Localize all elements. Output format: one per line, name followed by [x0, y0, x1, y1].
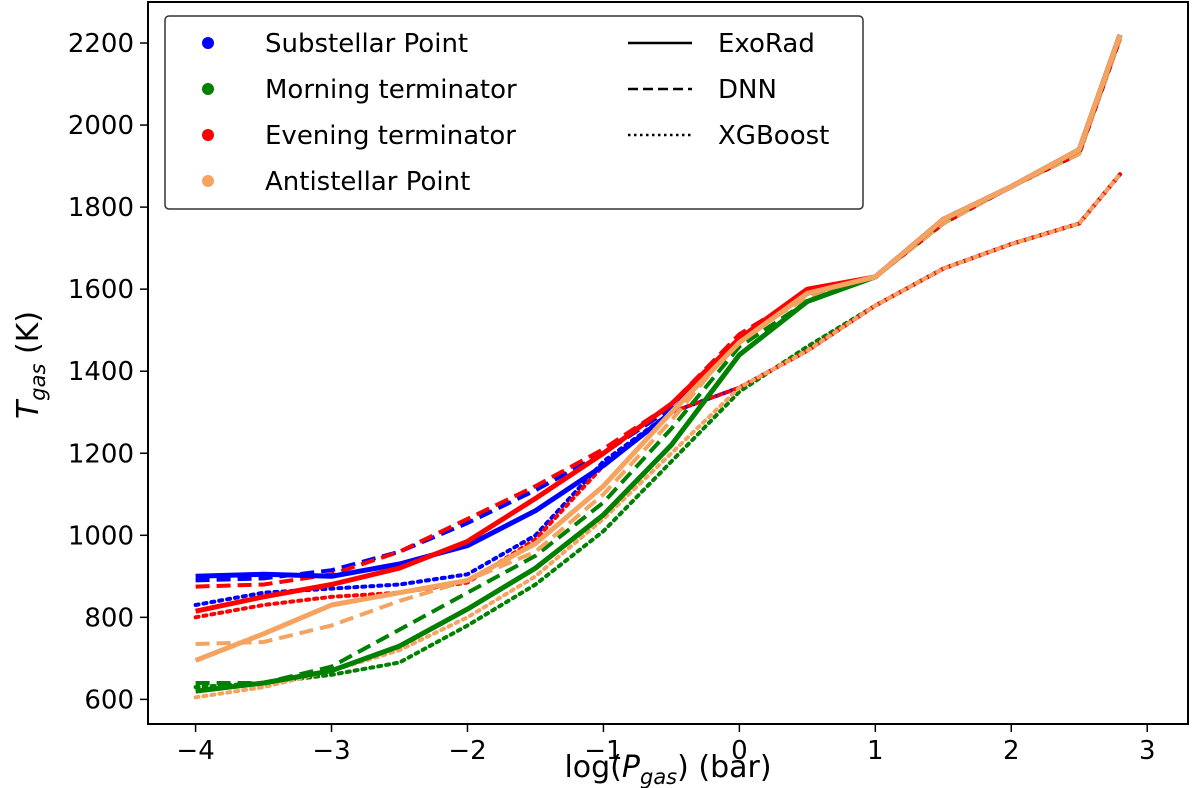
y-tick-label: 1000 — [68, 521, 134, 551]
x-tick-label: −3 — [312, 736, 350, 766]
legend-models: ExoRad DNN XGBoost — [628, 29, 829, 151]
legend-marker-antistellar-point — [202, 175, 214, 187]
x-tick-label: 2 — [1003, 736, 1020, 766]
y-axis-label-sub: gas — [26, 364, 50, 401]
y-tick-label: 800 — [84, 603, 134, 633]
legend-frame — [164, 15, 864, 210]
x-tick-label: 1 — [867, 736, 884, 766]
x-tick-label: −4 — [176, 736, 214, 766]
x-axis-label-suffix: ) (bar) — [677, 750, 771, 785]
legend-label-xgboost: XGBoost — [718, 121, 829, 151]
x-tick-label: 3 — [1139, 736, 1156, 766]
legend: Substellar Point Morning terminator Evenin… — [164, 15, 864, 210]
x-axis-label-var: P — [622, 750, 641, 785]
y-axis-label-suffix: (K) — [11, 311, 46, 364]
x-axis-label-sub: gas — [640, 765, 677, 788]
x-tick-label: −2 — [448, 736, 486, 766]
legend-label-morning-terminator: Morning terminator — [265, 75, 517, 105]
ticks-layer: −4 −3 −2 −1 0 1 2 3 600 800 1000 1200 1400 1600 1800 20… — [68, 29, 1156, 766]
x-tick-label: 0 — [731, 736, 748, 766]
series-layer — [193, 33, 1123, 700]
y-tick-label: 1400 — [68, 357, 134, 387]
series-line-antistellar-point-exorad — [194, 33, 1123, 663]
series-line-substellar-point-dnn — [195, 38, 1122, 583]
x-axis-label: log(Pgas) (bar) — [564, 750, 771, 788]
legend-label-evening-terminator: Evening terminator — [265, 121, 516, 151]
y-axis-label-var: T — [11, 398, 46, 419]
y-tick-label: 1200 — [68, 439, 134, 469]
legend-locations: Substellar Point Morning terminator Evenin… — [202, 29, 517, 197]
y-tick-label: 1800 — [68, 193, 134, 223]
x-axis-label-prefix: log( — [564, 750, 621, 785]
legend-label-exorad: ExoRad — [718, 29, 815, 59]
y-tick-label: 2200 — [68, 29, 134, 59]
legend-label-substellar-point: Substellar Point — [265, 29, 468, 59]
x-tick-label: −1 — [584, 736, 622, 766]
y-axis-label: Tgas (K) — [11, 311, 50, 419]
legend-label-dnn: DNN — [718, 75, 777, 105]
series-line-evening-terminator-dnn — [195, 38, 1122, 589]
y-tick-label: 600 — [84, 685, 134, 715]
legend-label-antistellar-point: Antistellar Point — [265, 167, 470, 197]
legend-marker-evening-terminator — [202, 129, 214, 141]
y-tick-label: 2000 — [68, 111, 134, 141]
plot-frame — [147, 1, 1189, 725]
legend-marker-substellar-point — [202, 37, 214, 49]
legend-marker-morning-terminator — [202, 83, 214, 95]
y-tick-label: 1600 — [68, 275, 134, 305]
